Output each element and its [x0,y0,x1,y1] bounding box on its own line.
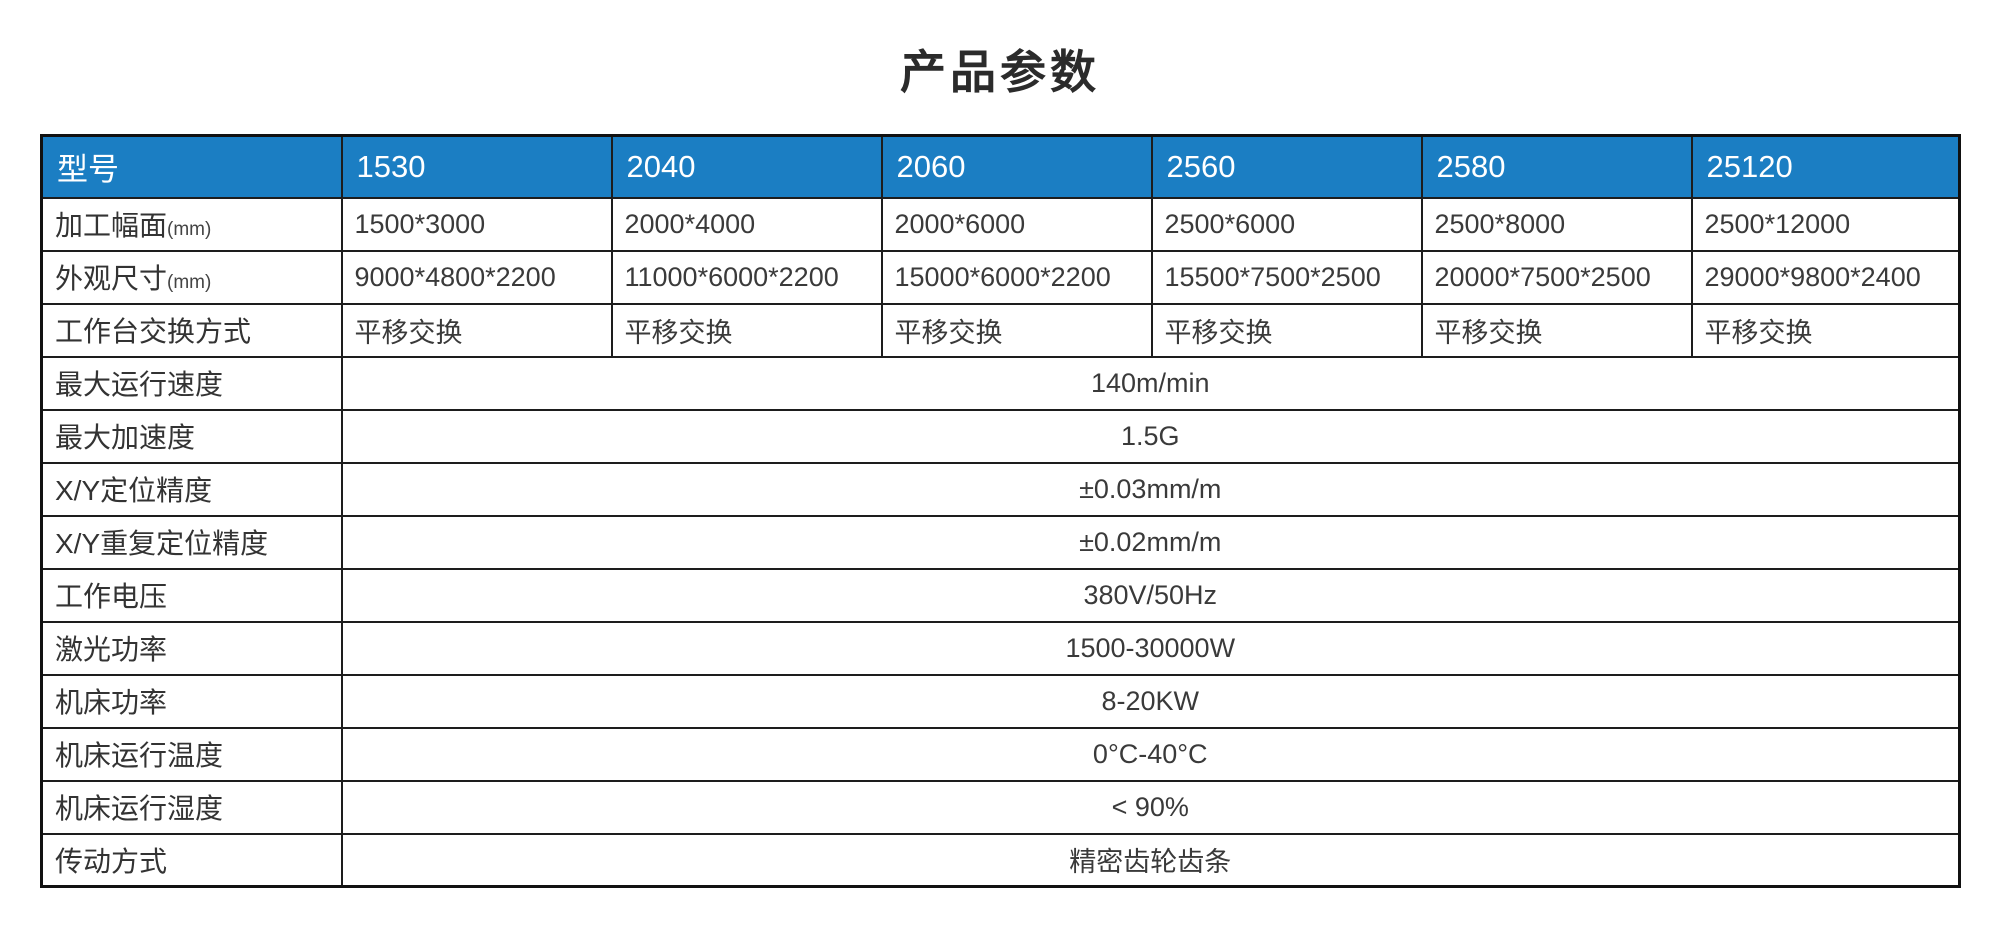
table-row-transmission-mode: 传动方式 精密齿轮齿条 [40,832,1961,888]
table-row-repeat-positioning-accuracy: X/Y重复定位精度 ±0.02mm/m [40,514,1961,570]
row-label-max-acceleration: 最大加速度 [40,408,343,464]
row-label-transmission-mode: 传动方式 [40,832,343,888]
row-label-pallet-exchange: 工作台交换方式 [40,302,343,358]
row-label-operating-humidity: 机床运行湿度 [40,779,343,835]
spec-value-cell: 15500*7500*2500 [1150,249,1423,305]
row-label-outer-dimensions: 外观尺寸(mm) [40,249,343,305]
spec-value-cell: 平移交换 [610,302,883,358]
spec-value-cell: 2000*4000 [610,196,883,252]
header-row: 型号 1530 2040 2060 2560 2580 25120 [40,134,1961,199]
row-label-working-voltage: 工作电压 [40,567,343,623]
header-cell-model-2040: 2040 [610,134,883,199]
spec-table: 型号 1530 2040 2060 2560 2580 25120 加工幅面(m… [40,134,1961,888]
row-label-laser-power: 激光功率 [40,620,343,676]
table-row-working-voltage: 工作电压 380V/50Hz [40,567,1961,623]
row-label-text: 加工幅面 [55,210,168,241]
spec-value-cell: 15000*6000*2200 [880,249,1153,305]
spec-spanned-value: 精密齿轮齿条 [340,832,1961,888]
spec-spanned-value: 1500-30000W [340,620,1961,676]
spec-value-cell: 2500*12000 [1690,196,1961,252]
spec-spanned-value: ±0.03mm/m [340,461,1961,517]
spec-spanned-value: 8-20KW [340,673,1961,729]
spec-value-cell: 平移交换 [1150,302,1423,358]
spec-value-cell: 29000*9800*2400 [1690,249,1961,305]
spec-value-cell: 11000*6000*2200 [610,249,883,305]
row-label-working-area: 加工幅面(mm) [40,196,343,252]
row-label-operating-temperature: 机床运行温度 [40,726,343,782]
spec-value-cell: 平移交换 [880,302,1153,358]
spec-value-cell: 平移交换 [1420,302,1693,358]
row-label-positioning-accuracy: X/Y定位精度 [40,461,343,517]
spec-table-header: 型号 1530 2040 2060 2560 2580 25120 [40,134,1961,199]
table-row-pallet-exchange: 工作台交换方式 平移交换 平移交换 平移交换 平移交换 平移交换 平移交换 [40,302,1961,358]
table-row-max-acceleration: 最大加速度 1.5G [40,408,1961,464]
table-row-working-area: 加工幅面(mm) 1500*3000 2000*4000 2000*6000 2… [40,196,1961,252]
spec-value-cell: 2000*6000 [880,196,1153,252]
table-row-positioning-accuracy: X/Y定位精度 ±0.03mm/m [40,461,1961,517]
spec-value-cell: 20000*7500*2500 [1420,249,1693,305]
spec-value-cell: 平移交换 [340,302,613,358]
row-label-machine-power: 机床功率 [40,673,343,729]
spec-spanned-value: < 90% [340,779,1961,835]
row-label-unit: (mm) [167,272,212,293]
header-cell-model-1530: 1530 [340,134,613,199]
row-label-text: 外观尺寸 [55,263,168,294]
table-row-operating-humidity: 机床运行湿度 < 90% [40,779,1961,835]
spec-spanned-value: 140m/min [340,355,1961,411]
header-cell-model-label: 型号 [40,134,343,199]
row-label-text: 工作台交换方式 [55,316,252,347]
spec-spanned-value: 1.5G [340,408,1961,464]
table-row-operating-temperature: 机床运行温度 0°C-40°C [40,726,1961,782]
header-cell-model-25120: 25120 [1690,134,1961,199]
row-label-repeat-positioning-accuracy: X/Y重复定位精度 [40,514,343,570]
spec-value-cell: 1500*3000 [340,196,613,252]
table-row-outer-dimensions: 外观尺寸(mm) 9000*4800*2200 11000*6000*2200 … [40,249,1961,305]
spec-value-cell: 2500*6000 [1150,196,1423,252]
table-row-max-speed: 最大运行速度 140m/min [40,355,1961,411]
table-row-machine-power: 机床功率 8-20KW [40,673,1961,729]
header-cell-model-2580: 2580 [1420,134,1693,199]
table-row-laser-power: 激光功率 1500-30000W [40,620,1961,676]
row-label-unit: (mm) [167,219,212,240]
page-title: 产品参数 [900,46,1100,98]
spec-table-body: 加工幅面(mm) 1500*3000 2000*4000 2000*6000 2… [40,196,1961,888]
row-label-max-speed: 最大运行速度 [40,355,343,411]
header-cell-model-2060: 2060 [880,134,1153,199]
spec-value-cell: 平移交换 [1690,302,1961,358]
spec-spanned-value: 0°C-40°C [340,726,1961,782]
spec-value-cell: 9000*4800*2200 [340,249,613,305]
spec-value-cell: 2500*8000 [1420,196,1693,252]
spec-spanned-value: 380V/50Hz [340,567,1961,623]
spec-spanned-value: ±0.02mm/m [340,514,1961,570]
header-cell-model-2560: 2560 [1150,134,1423,199]
